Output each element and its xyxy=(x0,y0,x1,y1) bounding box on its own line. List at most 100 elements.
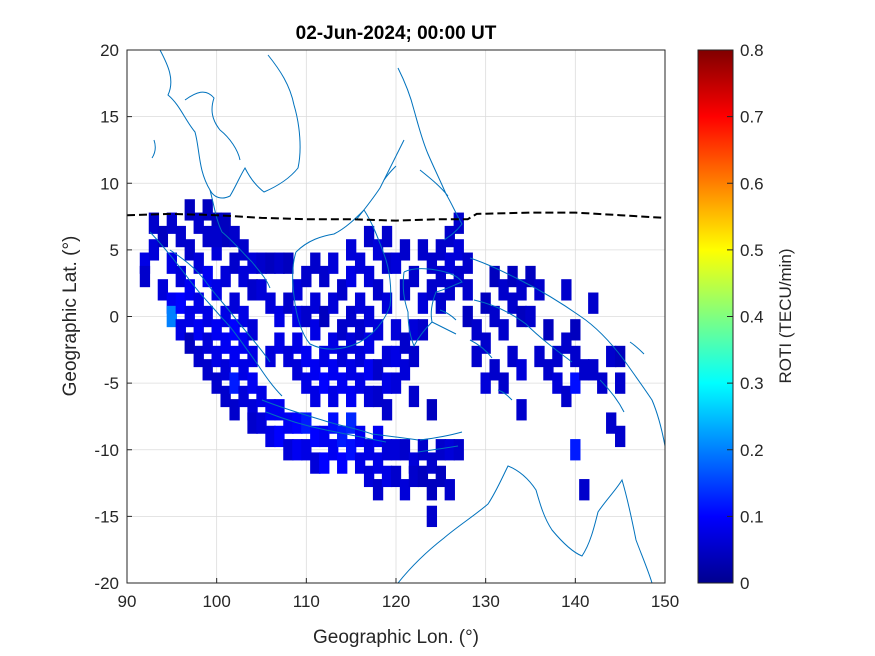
roti-cell xyxy=(426,452,438,474)
coastline-sulawesi xyxy=(402,268,463,348)
roti-cell xyxy=(310,252,321,274)
roti-cell xyxy=(337,345,348,368)
colorbar-tick-label: 0.6 xyxy=(740,174,764,193)
roti-cell xyxy=(588,359,599,381)
roti-cell xyxy=(399,359,411,381)
roti-cell xyxy=(328,385,339,408)
roti-cell xyxy=(346,305,357,328)
roti-cell xyxy=(462,305,473,328)
roti-cell xyxy=(381,399,393,421)
y-tick-label: -20 xyxy=(94,574,119,593)
roti-cell xyxy=(310,385,321,408)
roti-cell xyxy=(274,332,285,354)
roti-cell xyxy=(337,279,348,301)
roti-cell xyxy=(346,332,357,354)
roti-cell xyxy=(381,225,393,248)
roti-cell xyxy=(292,279,303,301)
roti-cell xyxy=(328,359,339,381)
y-tick-label: 15 xyxy=(100,108,119,127)
roti-cell xyxy=(615,372,626,394)
roti-cell xyxy=(462,279,473,301)
roti-cell xyxy=(579,359,590,381)
roti-cell xyxy=(211,345,222,368)
y-tick-label: 0 xyxy=(110,308,119,327)
roti-cell xyxy=(139,252,151,274)
roti-cell xyxy=(157,279,169,301)
roti-cell xyxy=(346,359,357,381)
roti-cell xyxy=(453,239,464,261)
roti-cell xyxy=(220,385,231,408)
roti-cell xyxy=(444,225,455,248)
roti-cell xyxy=(337,319,348,341)
roti-cell xyxy=(211,239,222,261)
roti-cell xyxy=(489,305,500,328)
y-tick-label: -15 xyxy=(94,507,119,526)
roti-cell xyxy=(516,305,527,328)
roti-cell xyxy=(354,252,366,274)
y-tick-label: 5 xyxy=(110,241,119,260)
roti-cell xyxy=(489,359,500,381)
roti-cell xyxy=(372,319,384,341)
roti-cell xyxy=(166,252,177,274)
roti-cell xyxy=(238,239,249,261)
roti-cell xyxy=(354,345,366,368)
roti-cell xyxy=(426,252,438,274)
roti-cell xyxy=(148,239,160,261)
coastline-indochina xyxy=(159,50,301,199)
roti-cell xyxy=(399,479,411,501)
colorbar-label: ROTI (TECU/min) xyxy=(776,248,795,383)
roti-cell xyxy=(202,199,213,221)
roti-cell xyxy=(301,345,312,368)
roti-cell xyxy=(615,425,626,448)
roti-cell xyxy=(390,345,402,368)
roti-cell xyxy=(435,265,446,288)
roti-cell xyxy=(337,425,348,448)
coastline-java xyxy=(261,399,419,443)
roti-cell xyxy=(310,292,321,314)
roti-cell xyxy=(166,305,177,328)
colorbar-tick-label: 0.3 xyxy=(740,374,764,393)
roti-cell xyxy=(229,319,240,341)
roti-cell xyxy=(363,225,375,248)
roti-cell xyxy=(363,305,375,328)
roti-cell xyxy=(220,225,231,248)
roti-cell xyxy=(301,372,312,394)
roti-cell xyxy=(220,265,231,288)
roti-cell xyxy=(372,425,384,448)
roti-cell xyxy=(229,345,240,368)
roti-cell xyxy=(390,372,402,394)
roti-cell xyxy=(444,279,455,301)
roti-cell xyxy=(498,372,509,394)
roti-cell xyxy=(543,319,554,341)
roti-cell xyxy=(328,332,339,354)
roti-cell xyxy=(301,305,312,328)
roti-cell xyxy=(552,345,563,368)
roti-cell xyxy=(310,359,321,381)
roti-cell xyxy=(319,452,330,474)
roti-cell xyxy=(319,345,330,368)
roti-cell xyxy=(372,279,384,301)
roti-cell xyxy=(561,385,572,408)
roti-cell xyxy=(597,372,608,394)
roti-cell xyxy=(175,225,186,248)
roti-cell xyxy=(301,412,312,434)
roti-cell xyxy=(256,412,267,434)
roti-cell xyxy=(606,412,617,434)
roti-cell xyxy=(265,345,276,368)
roti-cell xyxy=(363,359,375,381)
roti-cell xyxy=(480,332,491,354)
x-tick-label: 110 xyxy=(293,592,320,611)
roti-cell xyxy=(292,439,303,461)
roti-cell xyxy=(534,345,545,368)
roti-cell xyxy=(570,439,581,461)
roti-cell xyxy=(390,319,402,341)
roti-cell xyxy=(148,212,160,234)
coastline-philippines xyxy=(355,67,463,241)
roti-cell xyxy=(453,212,464,234)
roti-cell xyxy=(283,345,294,368)
roti-cell xyxy=(202,305,213,328)
roti-cell xyxy=(346,265,357,288)
roti-cell xyxy=(372,385,384,408)
x-tick-label: 90 xyxy=(118,592,137,611)
